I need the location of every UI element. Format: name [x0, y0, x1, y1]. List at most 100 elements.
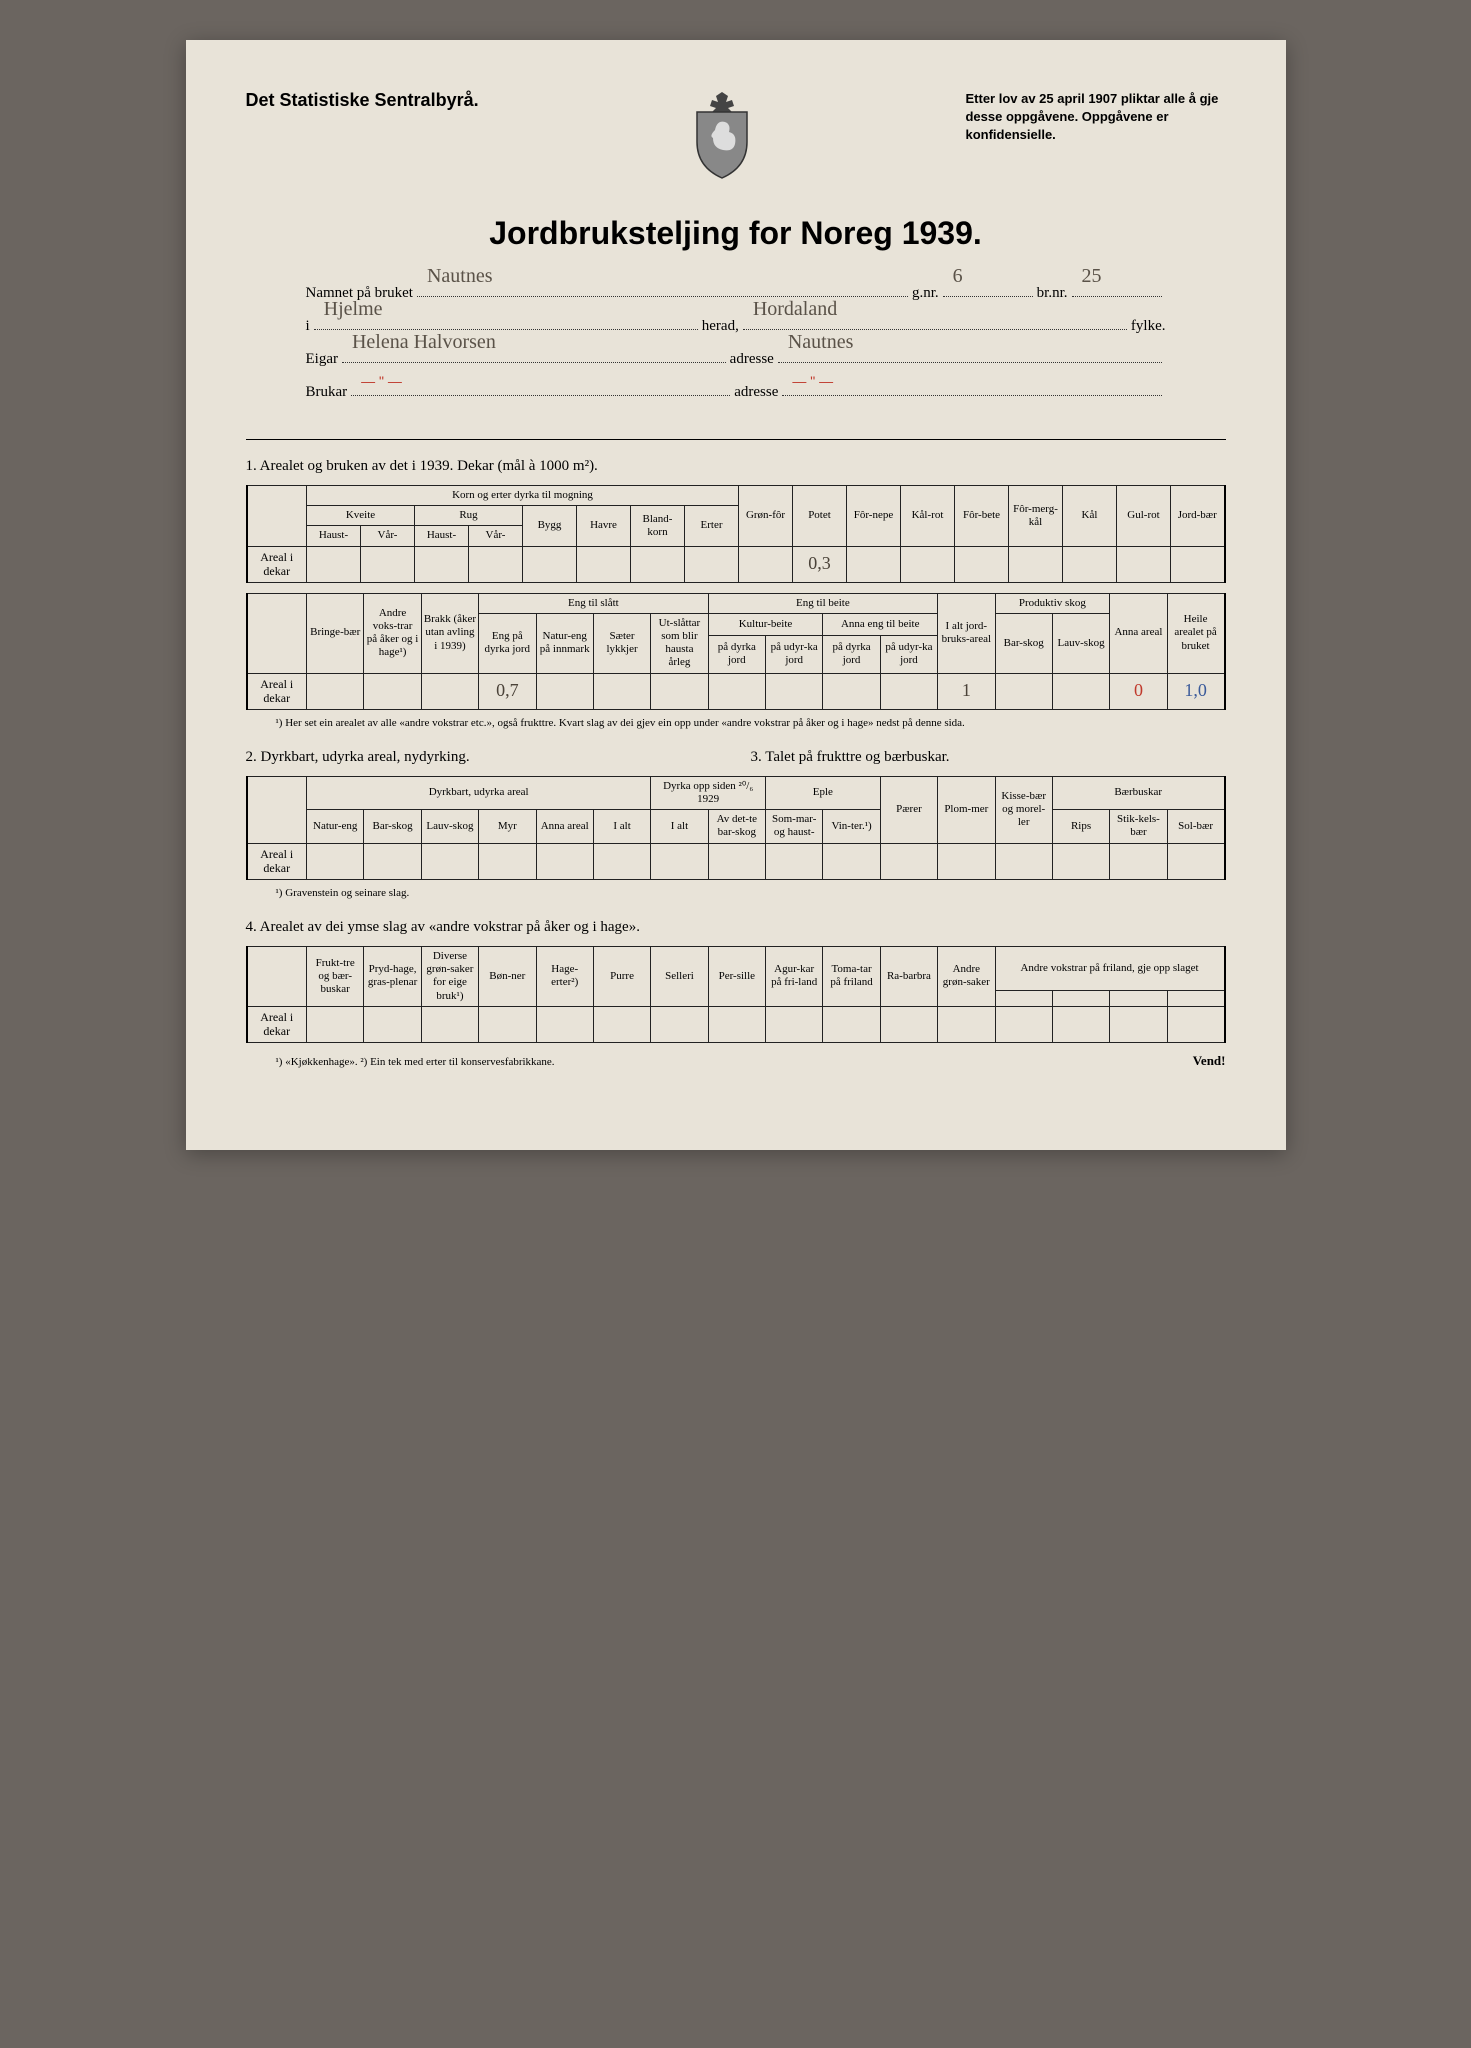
col-header: Purre [593, 947, 650, 1007]
col-header: I alt [651, 810, 708, 843]
col-header: Plom-mer [938, 776, 995, 843]
field-label: g.nr. [912, 277, 939, 310]
col-header: Per-sille [708, 947, 765, 1007]
col-header: I alt [593, 810, 650, 843]
col-header: Anna areal [536, 810, 593, 843]
user-address: — " — [792, 366, 833, 397]
col-header: Rug [415, 506, 523, 526]
col-header: Natur-eng [307, 810, 364, 843]
col-header: Natur-eng på innmark [536, 613, 593, 673]
agency-name: Det Statistiske Sentralbyrå. [246, 90, 479, 111]
potet-value: 0,3 [793, 546, 847, 582]
ialt-value: 1 [938, 673, 995, 709]
field-label: Eigar [306, 343, 338, 376]
col-header: Ra-barbra [880, 947, 937, 1007]
col-header: Eng på dyrka jord [479, 613, 536, 673]
col-header: Korn og erter dyrka til mogning [307, 486, 739, 506]
col-header: Eng til slått [479, 593, 709, 613]
col-header: Bringe-bær [307, 593, 364, 673]
col-header: Frukt-tre og bær-buskar [307, 947, 364, 1007]
footnote-1: ¹) Her set ein arealet av alle «andre vo… [276, 716, 1226, 731]
col-header: Myr [479, 810, 536, 843]
col-header: på udyr-ka jord [766, 636, 823, 673]
col-header: Brakk (åker utan avling i 1939) [421, 593, 478, 673]
owner-address: Nautnes [788, 320, 854, 364]
col-header: Vår- [469, 526, 523, 546]
col-header: Diverse grøn-saker for eige bruk¹) [421, 947, 478, 1007]
col-header: Pærer [880, 776, 937, 843]
section-4-heading: 4. Arealet av dei ymse slag av «andre vo… [246, 919, 1226, 936]
row-label: Areal i dekar [247, 1006, 307, 1042]
col-header: Sæter lykkjer [593, 613, 650, 673]
col-header: Bøn-ner [479, 947, 536, 1007]
table-4: Frukt-tre og bær-buskar Pryd-hage, gras-… [246, 946, 1226, 1043]
col-header: Fôr-merg-kål [1009, 486, 1063, 547]
col-header: på dyrka jord [823, 636, 880, 673]
field-label: herad, [702, 310, 739, 343]
col-header: Sol-bær [1167, 810, 1224, 843]
field-label: Brukar [306, 376, 348, 409]
col-header: Stik-kels-bær [1110, 810, 1167, 843]
col-header: Bar-skog [995, 613, 1052, 673]
col-header: Vin-ter.¹) [823, 810, 880, 843]
farm-info-block: Namnet på bruket Nautnes g.nr. 6 br.nr. … [306, 277, 1166, 409]
col-header: Ut-slåttar som blir hausta årleg [651, 613, 708, 673]
col-header: Fôr-nepe [847, 486, 901, 547]
turn-page-label: Vend! [1193, 1053, 1226, 1069]
col-header: I alt jord-bruks-areal [938, 593, 995, 673]
col-header: Jord-bær [1171, 486, 1225, 547]
col-header: Erter [685, 506, 739, 546]
col-header: Fôr-bete [955, 486, 1009, 547]
owner-value: Helena Halvorsen [352, 320, 496, 364]
col-header: Bygg [523, 506, 577, 546]
row-label: Areal i dekar [247, 673, 307, 709]
heile-value: 1,0 [1167, 673, 1224, 709]
col-header: Andre voks-trar på åker og i hage¹) [364, 593, 421, 673]
col-header: Andre vokstrar på friland, gje opp slage… [995, 947, 1225, 991]
col-header: på udyr-ka jord [880, 636, 937, 673]
footnote-4: ¹) «Kjøkkenhage». ²) Ein tek med erter t… [276, 1055, 555, 1070]
col-header: Toma-tar på friland [823, 947, 880, 1007]
col-header: Kultur-beite [708, 613, 823, 636]
col-header: Grøn-fôr [739, 486, 793, 547]
gnr-value: 6 [953, 254, 963, 298]
table-1b: Bringe-bær Andre voks-trar på åker og i … [246, 593, 1226, 710]
col-header: Dyrka opp siden ²⁰/₆ 1929 [651, 776, 766, 809]
col-header: Lauv-skog [421, 810, 478, 843]
col-header: Vår- [361, 526, 415, 546]
header: Det Statistiske Sentralbyrå. Etter lov a… [246, 90, 1226, 185]
col-header: Kisse-bær og morel-ler [995, 776, 1052, 843]
section-3-heading: 3. Talet på frukttre og bærbuskar. [751, 749, 1226, 766]
col-header: Havre [577, 506, 631, 546]
coat-of-arms-icon [687, 90, 757, 185]
col-header: Eng til beite [708, 593, 938, 613]
table-2-3: Dyrkbart, udyrka areal Dyrka opp siden ²… [246, 776, 1226, 880]
footnote-2: ¹) Gravenstein og seinare slag. [276, 886, 1226, 901]
row-label: Areal i dekar [247, 546, 307, 582]
legal-notice: Etter lov av 25 april 1907 pliktar alle … [965, 90, 1225, 145]
col-header: Kål-rot [901, 486, 955, 547]
page-title: Jordbruksteljing for Noreg 1939. [246, 215, 1226, 252]
col-header: Anna eng til beite [823, 613, 938, 636]
col-header: Av det-te bar-skog [708, 810, 765, 843]
field-label: br.nr. [1037, 277, 1068, 310]
field-label: adresse [730, 343, 774, 376]
col-header: Agur-kar på fri-land [766, 947, 823, 1007]
field-label: fylke. [1131, 310, 1166, 343]
col-header: Bar-skog [364, 810, 421, 843]
col-header: Gul-rot [1117, 486, 1171, 547]
col-header: Som-mar-og haust- [766, 810, 823, 843]
col-header: Dyrkbart, udyrka areal [307, 776, 651, 809]
anna-value: 0 [1110, 673, 1167, 709]
col-header: Rips [1052, 810, 1109, 843]
table-1a: Korn og erter dyrka til mogning Grøn-fôr… [246, 485, 1226, 583]
col-header: Lauv-skog [1052, 613, 1109, 673]
col-header: Haust- [415, 526, 469, 546]
farm-name: Nautnes [427, 254, 493, 298]
col-header: på dyrka jord [708, 636, 765, 673]
col-header: Pryd-hage, gras-plenar [364, 947, 421, 1007]
field-label: adresse [734, 376, 778, 409]
col-header: Kveite [307, 506, 415, 526]
col-header: Bærbuskar [1052, 776, 1224, 809]
brnr-value: 25 [1082, 254, 1102, 298]
